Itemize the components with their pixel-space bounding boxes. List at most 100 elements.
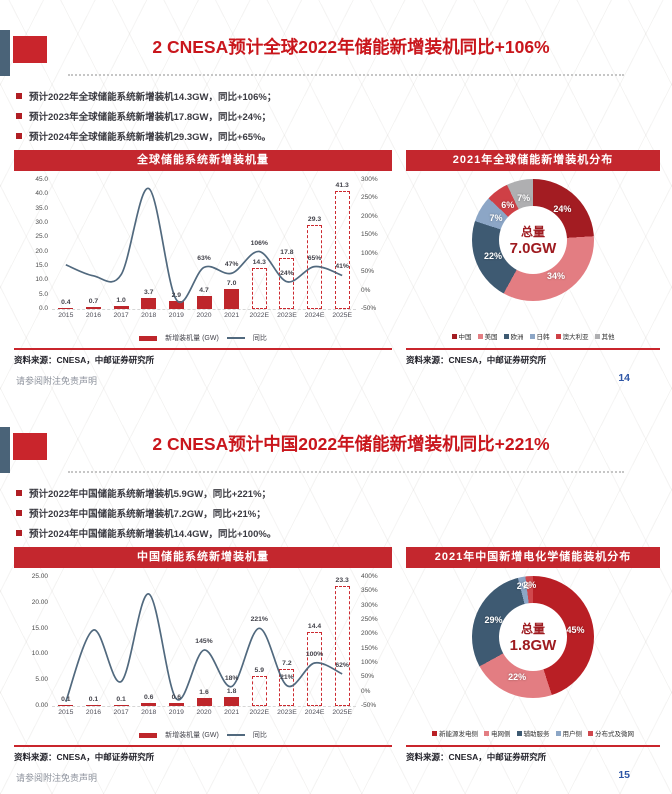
page-number: 15 — [618, 769, 630, 781]
x-axis-label: 2020 — [196, 312, 212, 319]
y-axis-tick-right: 50% — [361, 673, 375, 681]
y-axis-tick-left: 35.0 — [35, 204, 48, 212]
y-axis-tick-right: 0% — [361, 687, 371, 695]
bar — [251, 268, 267, 309]
bullet-marker — [16, 133, 22, 139]
yoy-value-label: 65% — [307, 254, 322, 262]
x-axis-label: 2020 — [196, 709, 212, 716]
bullet-text: 预计2024年全球储能系统新增装机29.3GW，同比+65%。 — [29, 132, 272, 143]
source-note-text: 资料来源：CNESA，中邮证券研究所 — [14, 752, 155, 762]
title-divider — [68, 471, 624, 473]
legend-label: 用户侧 — [562, 731, 583, 738]
y-axis-tick-right: 350% — [361, 587, 378, 595]
bar — [334, 190, 350, 309]
legend-label: 其他 — [601, 334, 615, 341]
donut-slice-label: 7% — [489, 213, 503, 224]
source-note-text: 资料来源：CNESA，中邮证券研究所 — [14, 355, 155, 365]
chart-plot-area: 25.00 20.00 15.00 10.00 5.00 0.00 400% 350% 300%… — [32, 573, 378, 716]
bar — [307, 631, 323, 706]
source-note: 资料来源：CNESA，中邮证券研究所 — [406, 745, 660, 763]
chart-title-bar: 2021年全球储能新增装机分布 — [406, 150, 660, 171]
donut-center-value: 7.0GW — [509, 240, 557, 257]
bar — [196, 295, 212, 309]
x-axis-label: 2015 — [58, 709, 74, 716]
list-item: 预计2022年中国储能系统新增装机5.9GW，同比+221%； — [16, 483, 276, 503]
yoy-value-label: 47% — [224, 261, 239, 269]
y-axis-tick-left: 15.00 — [31, 624, 48, 632]
bar-value-label: 0.1 — [88, 696, 99, 704]
bar-value-label: 0.4 — [61, 298, 71, 306]
combo-chart-panel: 全球储能系统新增装机量 45.0 40.0 35.0 30.0 25.0 20.0 15.0… — [14, 150, 392, 365]
donut-slice-label: 34% — [547, 271, 566, 282]
yoy-value-label: 24% — [280, 269, 294, 277]
x-axis-label: 2022E — [249, 312, 270, 319]
y-axis-tick-left: 15.0 — [35, 262, 48, 269]
bar-value-label: 4.7 — [199, 286, 209, 294]
x-axis-label: 2023E — [277, 312, 297, 319]
donut-slice-label: 7% — [517, 193, 531, 204]
bar — [251, 675, 267, 706]
bar — [113, 705, 129, 706]
bullet-text: 预计2022年全球储能系统新增装机14.3GW，同比+106%； — [29, 92, 277, 103]
chart-title-bar: 2021年中国新增电化学储能装机分布 — [406, 547, 660, 568]
disclaimer-note: 请参阅附注免责声明 — [16, 376, 98, 386]
legend-item: 中国 — [451, 331, 472, 341]
legend-item: 日韩 — [529, 331, 550, 341]
y-axis-tick-left: 30.0 — [35, 219, 48, 226]
yoy-value-label: 221% — [250, 616, 268, 624]
bar-value-label: 2.9 — [171, 291, 182, 299]
legend-item: 其他 — [594, 331, 615, 341]
donut-slice-label: 24% — [553, 203, 572, 214]
yoy-value-label: 106% — [250, 239, 268, 247]
bullet-marker — [16, 490, 22, 496]
bar — [334, 585, 350, 706]
chart-legend: 中国 美国 欧洲 日韩 澳大利亚 其他 — [406, 331, 660, 341]
donut-box: 45% 22% 29% 2% 2% 总量 1.8GW — [472, 576, 594, 698]
bullet-marker — [16, 530, 22, 536]
bar — [141, 298, 157, 309]
donut-box: 24% 34% 22% 7% 6% 7% 总量 7.0GW — [472, 179, 594, 301]
y-axis-tick-left: 5.0 — [38, 290, 48, 298]
legend-item: 辅助服务 — [516, 728, 550, 738]
bar-value-label: 7.2 — [282, 659, 292, 667]
list-item: 预计2024年中国储能系统新增装机14.4GW，同比+100%。 — [16, 523, 276, 543]
legend-label: 新增装机量 (GW) — [165, 335, 219, 342]
list-item: 预计2024年全球储能系统新增装机29.3GW，同比+65%。 — [16, 126, 276, 146]
page-title: 2 CNESA预计全球2022年储能新增装机同比+106% — [152, 37, 550, 57]
x-axis-label: 2024E — [304, 709, 325, 716]
bullet-text: 预计2023年全球储能系统新增装机17.8GW，同比+24%； — [29, 112, 272, 123]
y-axis-tick-left: 40.0 — [35, 190, 48, 198]
bar — [307, 225, 323, 309]
bar-value-label: 29.3 — [307, 216, 322, 224]
x-axis-label: 2022E — [249, 709, 270, 716]
bar-value-label: 0.6 — [171, 693, 182, 701]
legend-swatch — [588, 730, 593, 736]
list-item: 预计2023年全球储能系统新增装机17.8GW，同比+24%； — [16, 106, 276, 126]
list-item: 预计2023年中国储能系统新增装机7.2GW，同比+21%； — [16, 503, 276, 523]
legend-swatch — [432, 730, 437, 736]
y-axis-tick-right: 250% — [361, 616, 378, 623]
legend-item: 用户侧 — [555, 728, 583, 738]
legend-swatch — [451, 333, 457, 339]
x-axis-label: 2019 — [168, 312, 184, 319]
legend-swatch — [555, 730, 561, 736]
donut-slice-label: 2% — [523, 580, 537, 591]
chart-plot-area: 45.0 40.0 35.0 30.0 25.0 20.0 15.0 10.0 5.0 0.0 30… — [35, 176, 377, 319]
x-axis-label: 2018 — [141, 312, 157, 319]
legend-swatch — [516, 730, 522, 736]
bar-value-label: 1.8 — [226, 687, 237, 695]
x-axis-label: 2021 — [224, 709, 240, 716]
legend-label: 欧洲 — [510, 334, 524, 341]
combo-chart-panel: 中国储能系统新增装机量 25.00 20.00 15.00 10.00 5.00 0.00… — [14, 547, 392, 763]
chart-legend: 新增装机量 (GW) 同比 — [14, 333, 392, 343]
donut-center-value: 1.8GW — [509, 637, 557, 654]
bar-value-label: 7.0 — [226, 279, 237, 287]
bullet-text: 预计2024年中国储能系统新增装机14.4GW，同比+100%。 — [29, 529, 277, 540]
y-axis-tick-right: 150% — [361, 231, 378, 239]
donut-center-label: 总量 — [520, 225, 545, 239]
bar-value-label: 1.6 — [199, 688, 209, 696]
header-accent-red-block — [13, 36, 47, 63]
legend-swatch — [529, 333, 535, 339]
bullet-marker — [16, 93, 22, 99]
source-note: 资料来源：CNESA，中邮证券研究所 — [14, 745, 392, 763]
